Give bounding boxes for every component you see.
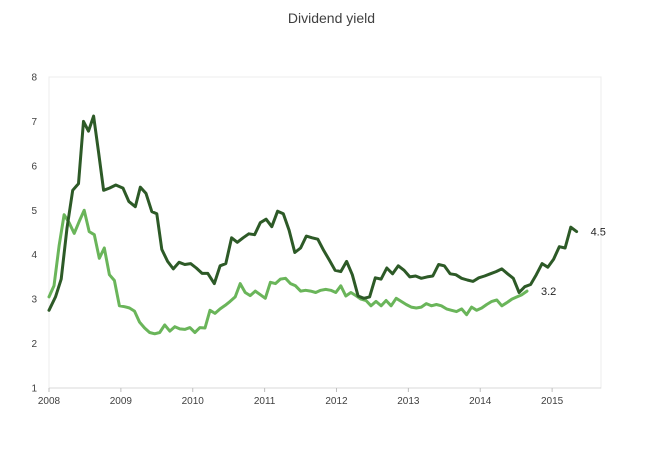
- plot-area: [48, 76, 602, 389]
- x-axis: 2008 2009 2010 2011 2012 2013 2014 2015: [38, 387, 601, 407]
- x-tick-label: 2014: [469, 396, 492, 407]
- series-group: [47, 114, 579, 336]
- end-value-label: 4.5: [591, 227, 606, 239]
- y-tick-label: 6: [31, 161, 37, 172]
- x-tick-label: 2009: [110, 396, 133, 407]
- series-line-dark: [47, 114, 579, 312]
- x-tick-label: 2015: [541, 396, 564, 407]
- x-tick-label: 2008: [38, 396, 61, 407]
- end-labels: 3.2 4.5: [541, 227, 606, 299]
- x-tick-label: 2012: [325, 396, 348, 407]
- y-tick-label: 7: [31, 117, 37, 128]
- y-tick-label: 3: [31, 295, 37, 306]
- y-tick-label: 4: [31, 250, 37, 261]
- y-tick-label: 1: [31, 384, 37, 395]
- x-tick-label: 2011: [254, 396, 276, 407]
- y-axis: 1 2 3 4 5 6 7 8: [31, 73, 37, 395]
- chart-title: Dividend yield: [287, 10, 376, 26]
- x-tick-label: 2010: [182, 396, 205, 407]
- x-tick-label: 2013: [397, 396, 420, 407]
- y-tick-label: 5: [31, 206, 37, 217]
- series-line-light: [47, 208, 529, 336]
- end-value-label: 3.2: [541, 286, 556, 298]
- y-tick-label: 2: [31, 339, 37, 350]
- y-tick-label: 8: [31, 73, 37, 84]
